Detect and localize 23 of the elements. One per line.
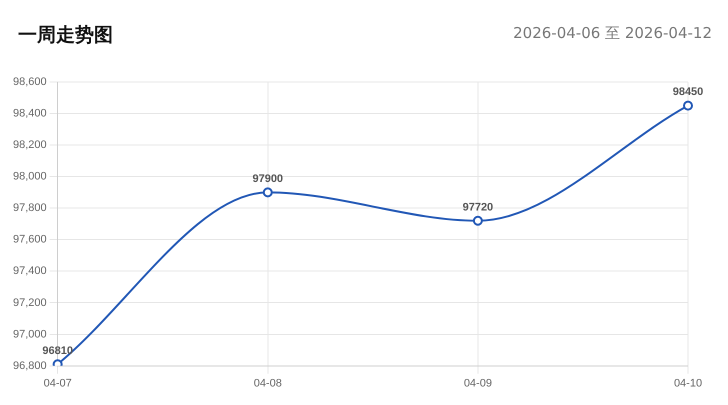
- data-label: 97900: [252, 172, 284, 185]
- y-tick-label: 97,400: [12, 265, 47, 278]
- point: [262, 187, 273, 198]
- y-tick-label: 98,400: [12, 108, 47, 120]
- data-label: 98450: [672, 86, 704, 98]
- chart-subtitle: 2026-04-06 至 2026-04-12: [513, 24, 712, 43]
- x-tick-label: 04-08: [254, 377, 282, 390]
- x-tick-label: 04-10: [674, 377, 702, 390]
- point: [683, 100, 693, 111]
- data-label: 96810: [42, 344, 73, 357]
- y-tick-label: 98,000: [12, 170, 47, 183]
- point: [472, 216, 483, 226]
- y-tick-label: 97,000: [12, 328, 47, 340]
- y-tick-label: 98,200: [12, 139, 47, 152]
- y-tick-label: 98,600: [12, 76, 47, 88]
- y-tick-label: 97,600: [12, 234, 47, 246]
- y-tick-label: 96,800: [12, 360, 47, 372]
- data-label: 97720: [462, 201, 494, 214]
- x-tick-label: 04-07: [44, 377, 72, 390]
- x-tick-label: 04-09: [464, 377, 492, 390]
- chart-title: 一周走势图: [18, 23, 113, 48]
- y-tick-label: 97,200: [12, 296, 47, 309]
- y-tick-label: 97,800: [12, 202, 47, 214]
